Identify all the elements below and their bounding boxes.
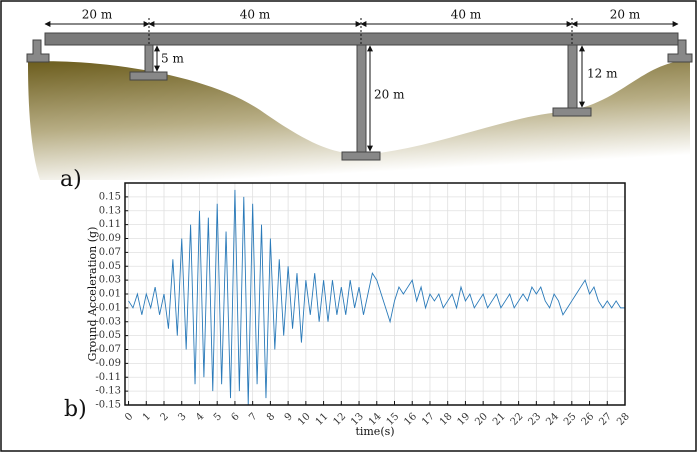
ground bbox=[28, 60, 690, 180]
y-tick-label: -0.07 bbox=[95, 344, 121, 355]
x-tick-label: 19 bbox=[456, 411, 473, 428]
y-tick-label: 0.15 bbox=[99, 191, 121, 202]
y-tick-label: 0.07 bbox=[99, 247, 121, 258]
y-axis-label: Ground Acceleration (g) bbox=[86, 227, 99, 362]
dimension-label: 5 m bbox=[161, 52, 184, 66]
x-tick-label: 22 bbox=[509, 411, 526, 428]
abutment bbox=[26, 39, 50, 63]
y-tick-label: -0.11 bbox=[95, 372, 121, 383]
y-tick-label: -0.13 bbox=[95, 386, 121, 397]
y-tick-label: 0.05 bbox=[99, 261, 121, 272]
dimension-label: 20 m bbox=[610, 8, 641, 22]
dimension-lines bbox=[44, 18, 679, 152]
pier bbox=[144, 44, 154, 73]
dimension-label: 20 m bbox=[82, 8, 113, 22]
y-tick-label: -0.09 bbox=[95, 358, 121, 369]
x-tick-label: 0 bbox=[123, 411, 135, 423]
footing bbox=[341, 151, 381, 161]
abutment bbox=[667, 39, 693, 63]
x-tick-label: 17 bbox=[420, 411, 437, 428]
x-tick-label: 6 bbox=[230, 411, 242, 423]
footing bbox=[552, 107, 592, 117]
x-tick-label: 18 bbox=[438, 411, 455, 428]
x-tick-label: 23 bbox=[526, 411, 543, 428]
x-tick-label: 7 bbox=[247, 411, 259, 423]
x-tick-label: 12 bbox=[331, 411, 348, 428]
pier bbox=[567, 44, 578, 109]
x-tick-label: 21 bbox=[491, 411, 508, 428]
dimension-label: 40 m bbox=[451, 8, 482, 22]
pier bbox=[356, 44, 367, 153]
y-tick-label: 0.11 bbox=[99, 219, 121, 230]
x-tick-label: 27 bbox=[597, 411, 614, 428]
x-tick-label: 24 bbox=[544, 411, 561, 428]
x-axis-label: time(s) bbox=[355, 425, 394, 438]
x-tick-label: 20 bbox=[473, 411, 490, 428]
x-tick-label: 4 bbox=[194, 411, 206, 423]
dimension-label: 40 m bbox=[240, 8, 271, 22]
x-tick-label: 10 bbox=[296, 411, 313, 428]
y-tick-label: -0.01 bbox=[95, 302, 121, 313]
x-tick-label: 25 bbox=[562, 411, 579, 428]
signal-line bbox=[128, 189, 625, 406]
x-tick-label: 5 bbox=[212, 411, 224, 423]
panel-label: a) bbox=[60, 167, 82, 192]
y-tick-label: -0.15 bbox=[95, 400, 121, 411]
plot-frame bbox=[124, 182, 626, 406]
x-tick-label: 2 bbox=[159, 411, 171, 423]
x-tick-label: 1 bbox=[141, 411, 153, 423]
dimension-label: 20 m bbox=[374, 88, 405, 102]
panel-label: b) bbox=[64, 397, 87, 422]
y-tick-label: 0.03 bbox=[99, 275, 121, 286]
x-tick-label: 3 bbox=[176, 411, 188, 423]
plot: 0.15 0.13 0.11 0.09 0.07 0.05 0.03 0.01 -0.01 -0.… bbox=[95, 183, 632, 428]
y-tick-label: -0.05 bbox=[95, 330, 121, 341]
y-tick-label: -0.03 bbox=[95, 316, 121, 327]
x-tick-label: 8 bbox=[265, 411, 277, 423]
y-tick-label: 0.09 bbox=[99, 233, 121, 244]
footing bbox=[129, 71, 168, 81]
x-tick-label: 28 bbox=[615, 411, 632, 428]
x-tick-label: 26 bbox=[580, 411, 597, 428]
y-tick-label: 0.13 bbox=[99, 205, 121, 216]
bridge-diagram: 20 m 40 m 40 m 20 m 5 m 20 m 12 m a) bbox=[26, 8, 693, 192]
y-tick-label: 0.01 bbox=[99, 289, 121, 300]
x-tick-label: 16 bbox=[402, 411, 419, 428]
x-tick-label: 9 bbox=[283, 411, 295, 423]
x-tick-label: 11 bbox=[314, 411, 331, 428]
dimension-label: 12 m bbox=[587, 67, 618, 81]
